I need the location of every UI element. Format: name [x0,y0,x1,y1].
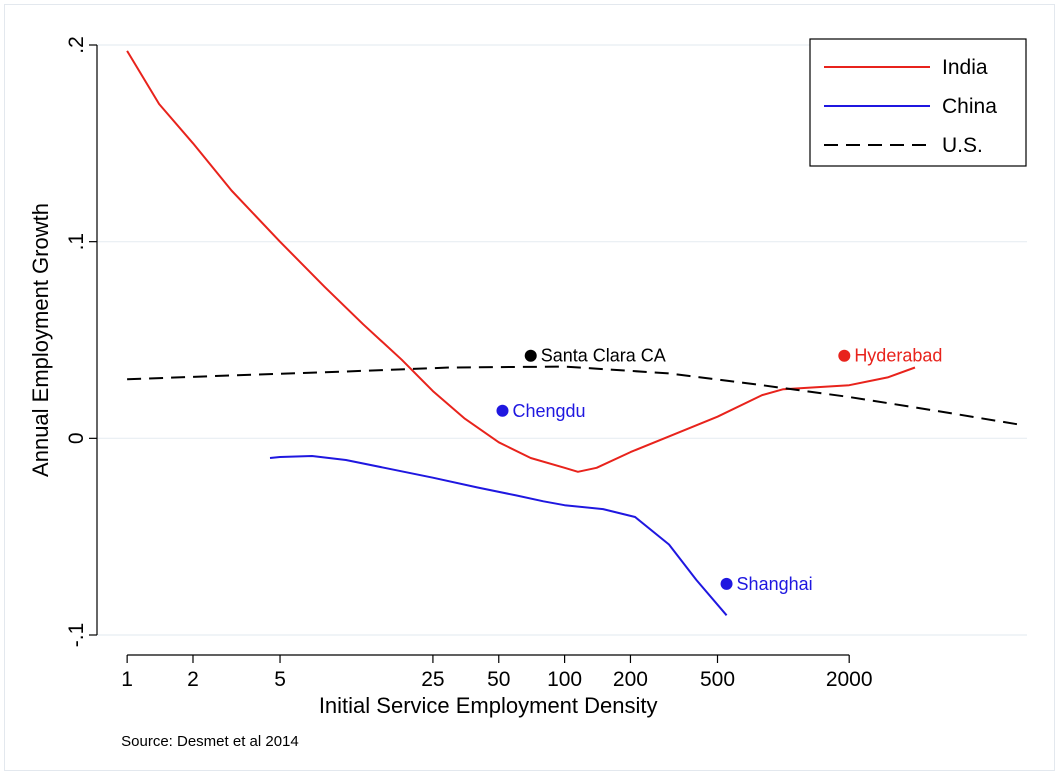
axes [96,45,850,656]
annotation-point [720,577,733,590]
legend-label: U.S. [942,134,983,157]
series-line-2 [269,455,728,616]
x-tick-label: 500 [700,668,735,691]
annotation-label: Santa Clara CA [541,346,666,366]
y-tick-label: 0 [65,432,88,444]
annotation-label: Hyderabad [854,346,942,366]
chart-frame: -.1 0.1.2 1 2 5 25 50 100 200 500 2000 Santa Clar… [4,4,1055,771]
annotation-point [524,349,537,362]
x-tick-label: 5 [274,668,286,691]
y-ticks: -.1 0 .1 .2 [65,36,97,647]
x-tick-label: 50 [487,668,510,691]
annotation-point [496,404,509,417]
legend-label: China [942,95,997,118]
x-tick-label: 2 [187,668,199,691]
legend-label: India [942,56,988,79]
x-tick-label: 2000 [826,668,873,691]
y-axis-title: Annual Employment Growth [28,203,53,477]
x-tick-label: 1 [121,668,133,691]
series-line-1 [126,50,916,473]
x-tick-label: 25 [421,668,444,691]
y-tick-label: .1 [65,233,88,251]
annotation-point [838,349,851,362]
y-tick-label: .2 [65,36,88,54]
x-axis-title: Initial Service Employment Density [319,693,658,718]
x-tick-label: 200 [613,668,648,691]
x-ticks: 1 2 5 25 50 100 200 500 2000 [121,655,873,691]
source-note: Source: Desmet et al 2014 [121,733,299,750]
employment-growth-chart: -.10.1.2 1 2 5 25 50 100 200 500 2000 Santa Clar… [28,36,1027,750]
annotation-label: Shanghai [737,574,813,594]
x-tick-label: 100 [547,668,582,691]
series-layer [126,50,1020,616]
series-line-3 [127,365,1020,426]
annotation-label: Chengdu [512,401,585,421]
y-tick-label: -.1 [65,623,88,648]
legend: India China U.S. [809,38,1027,167]
annotation-layer: Santa Clara CA Hyderabad Chengdu Shanghai [496,346,942,594]
